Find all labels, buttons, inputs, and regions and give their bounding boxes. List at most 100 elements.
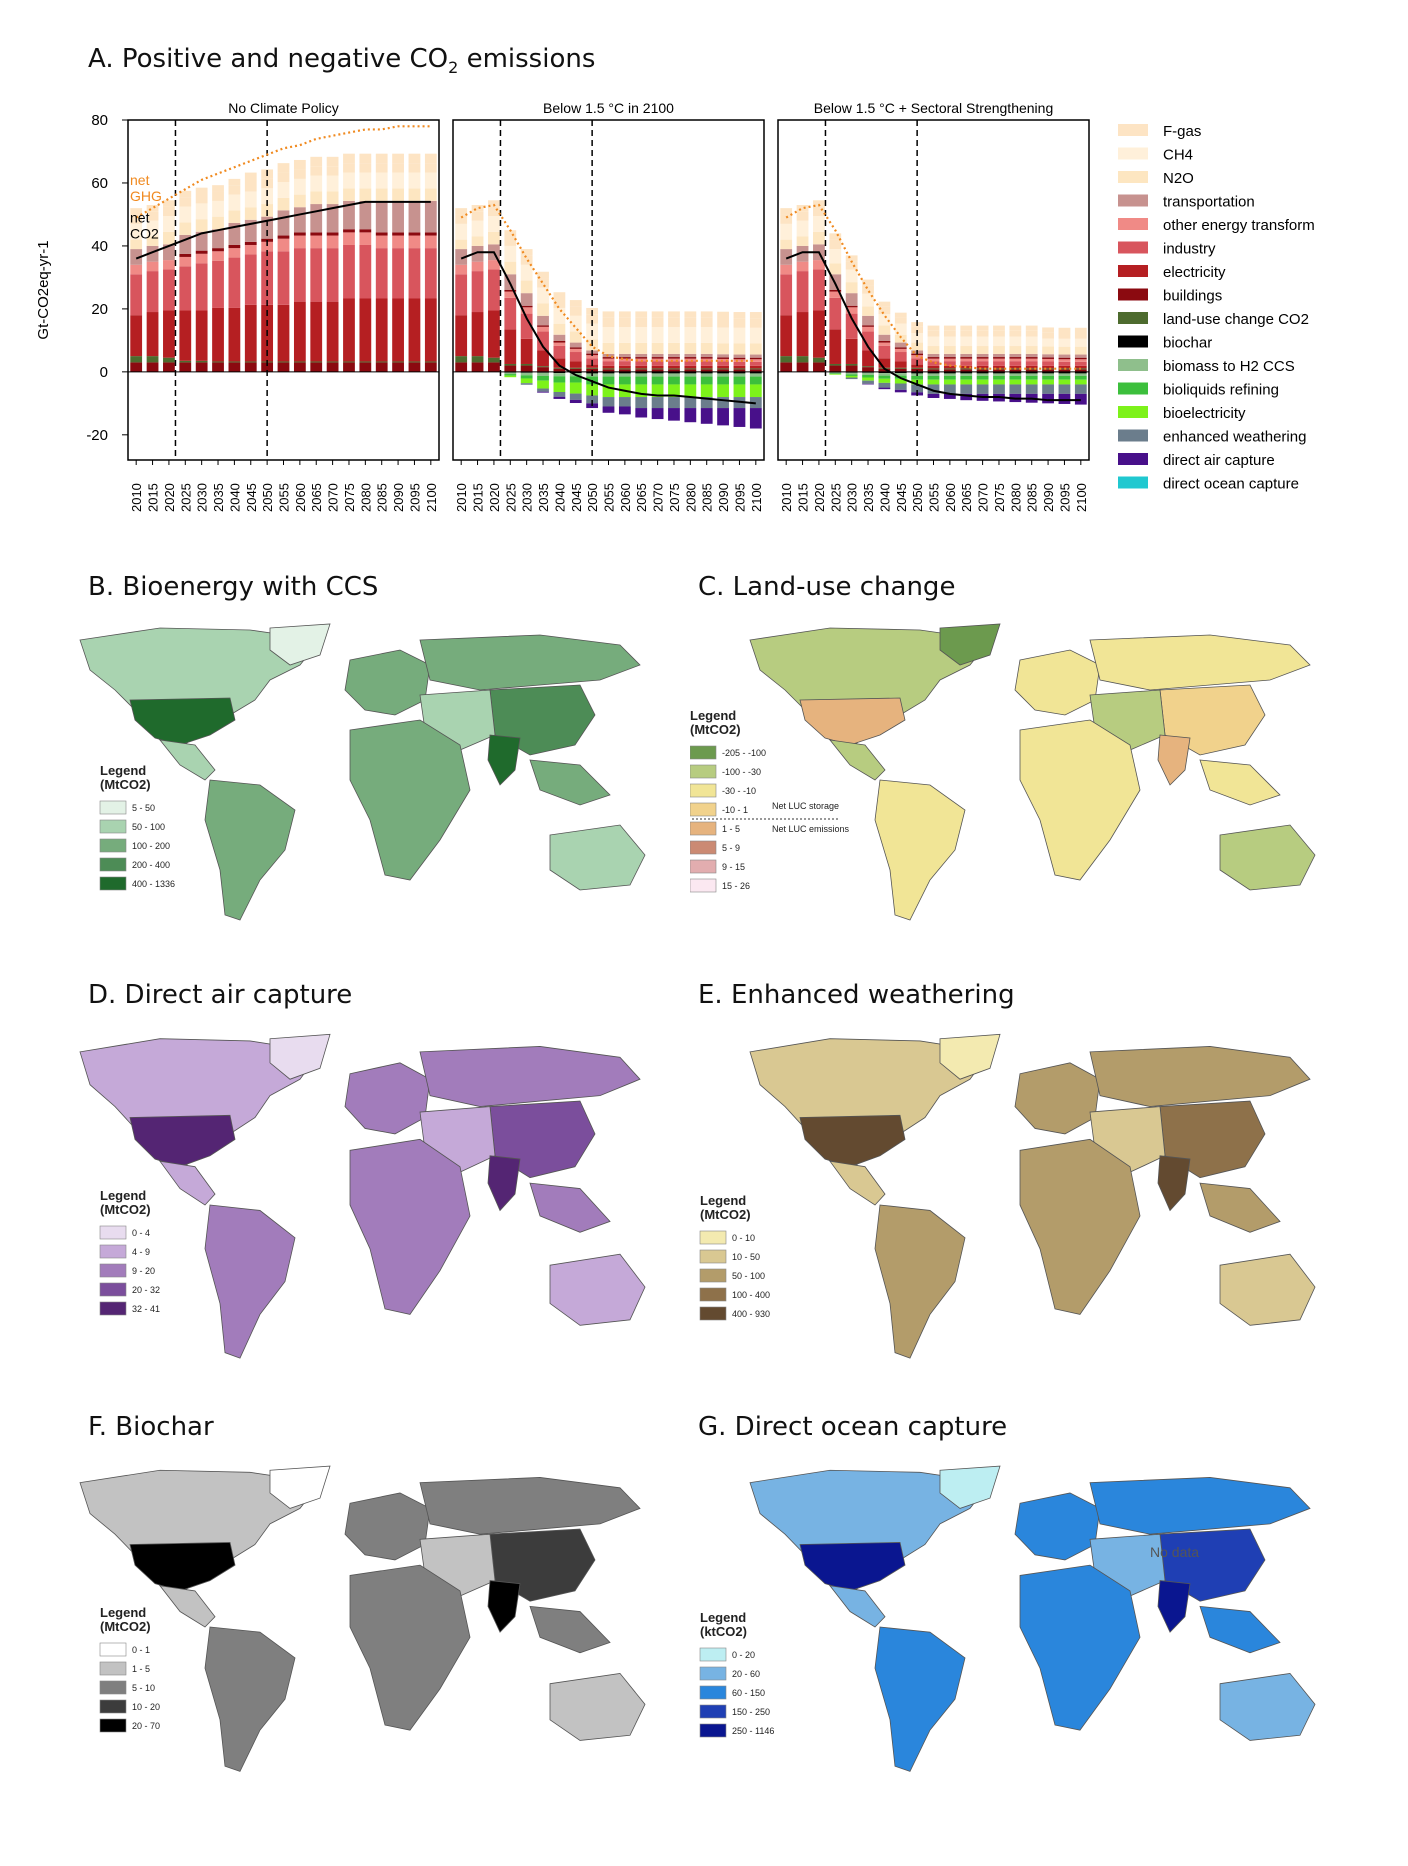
bar-segment: [326, 361, 339, 363]
bar-segment: [244, 362, 257, 372]
legend-swatch: [699, 1666, 727, 1681]
bar-segment: [359, 232, 372, 245]
bar-segment: [553, 292, 566, 299]
legend-group-emissions: Net LUC emissions: [772, 824, 850, 834]
legend-label: 0 - 20: [732, 1650, 755, 1660]
bar-segment-negative: [1009, 375, 1022, 380]
bar-segment: [277, 251, 290, 305]
bar-segment: [212, 200, 224, 217]
bar-segment-negative: [537, 388, 549, 392]
bar-segment: [1009, 358, 1022, 362]
bar-segment-negative: [1009, 371, 1022, 374]
x-tick-label: 2040: [877, 483, 892, 512]
bar-segment: [424, 172, 437, 189]
bar-segment: [471, 356, 484, 363]
bar-segment: [717, 365, 729, 369]
bar-segment: [780, 356, 793, 363]
panel-subtitle: Below 1.5 °C in 2100: [543, 100, 674, 116]
bar-segment-negative: [602, 376, 615, 385]
bar-segment-negative: [569, 382, 582, 394]
legend-unit: (MtCO2): [690, 722, 741, 737]
bar-segment-negative: [520, 375, 533, 379]
country-region: [799, 697, 906, 746]
bar-segment: [845, 261, 858, 270]
bar-segment-negative: [635, 384, 648, 398]
bar-segment: [343, 244, 355, 299]
x-tick-label: 2085: [700, 483, 715, 512]
bar-segment: [293, 235, 306, 249]
bar-segment: [668, 361, 680, 366]
bar-segment: [993, 361, 1005, 366]
bar-segment: [602, 357, 615, 359]
bar-segment: [862, 331, 874, 351]
bar-segment: [749, 357, 762, 360]
bar-segment-negative: [1042, 384, 1054, 394]
bar-segment: [212, 229, 224, 249]
bar-segment: [504, 261, 517, 275]
bar-segment: [602, 317, 615, 328]
legend-label: direct air capture: [1163, 452, 1275, 469]
bar-segment: [244, 361, 257, 363]
bar-segment: [569, 331, 582, 343]
country-region: [939, 1465, 1001, 1509]
bar-segment: [228, 361, 241, 363]
bar-segment: [392, 232, 404, 236]
bar-segment: [537, 366, 549, 368]
bar-segment: [553, 358, 566, 368]
country-region: [487, 1580, 521, 1633]
legend-label: 20 - 32: [132, 1285, 160, 1295]
bar-segment: [130, 356, 143, 363]
legend-unit: (MtCO2): [100, 1619, 151, 1634]
bar-segment: [569, 367, 582, 369]
bar-segment: [635, 327, 648, 343]
bar-segment-negative: [1058, 393, 1071, 404]
legend-swatch: [99, 819, 127, 834]
country-region: [1219, 1253, 1316, 1326]
bar-segment: [569, 368, 582, 372]
bar-segment-negative: [1025, 371, 1038, 374]
legend-label: bioelectricity: [1163, 405, 1246, 422]
bar-segment: [684, 342, 697, 354]
bar-segment: [668, 353, 680, 358]
bar-segment: [244, 172, 257, 183]
bar-segment-negative: [553, 371, 566, 374]
bar-segment: [1009, 336, 1022, 347]
bar-segment: [911, 326, 924, 334]
legend-unit: (MtCO2): [100, 1202, 151, 1217]
bar-segment: [1058, 369, 1071, 372]
x-tick-label: 2030: [520, 483, 535, 512]
bar-segment: [618, 369, 631, 372]
bar-segment: [455, 214, 468, 224]
legend-title: Legend: [690, 708, 736, 723]
x-tick-label: 2055: [277, 483, 292, 512]
x-tick-label: 2015: [471, 483, 486, 512]
country-region: [1219, 824, 1316, 891]
legend-swatch: [699, 1287, 727, 1302]
legend-swatch: [690, 802, 717, 817]
bar-segment: [1058, 357, 1071, 360]
bar-segment: [179, 190, 192, 198]
bar-segment: [553, 345, 566, 359]
bar-segment: [927, 357, 940, 359]
x-tick-label: 2025: [828, 483, 843, 512]
bar-segment: [878, 358, 891, 368]
bar-segment: [894, 361, 907, 368]
bar-segment-negative: [700, 397, 713, 409]
bar-segment: [228, 222, 241, 245]
bar-segment-negative: [700, 384, 713, 398]
bar-segment: [1025, 361, 1038, 366]
bar-segment: [277, 361, 290, 363]
bar-segment-negative: [651, 371, 664, 374]
bar-segment: [733, 365, 746, 369]
bar-segment-negative: [976, 379, 989, 385]
bar-segment: [976, 357, 989, 359]
bar-segment: [749, 327, 762, 344]
bar-segment-negative: [1074, 384, 1087, 394]
bar-segment: [375, 200, 388, 233]
bar-segment: [894, 342, 907, 348]
bar-segment: [894, 312, 907, 318]
bar-segment: [878, 314, 891, 326]
bar-segment: [911, 364, 924, 368]
map-direct-air-capture: Legend(MtCO2) 0 - 4 4 - 9 9 - 20 20 - 32 32 -…: [79, 1033, 646, 1359]
bar-segment: [976, 361, 989, 366]
